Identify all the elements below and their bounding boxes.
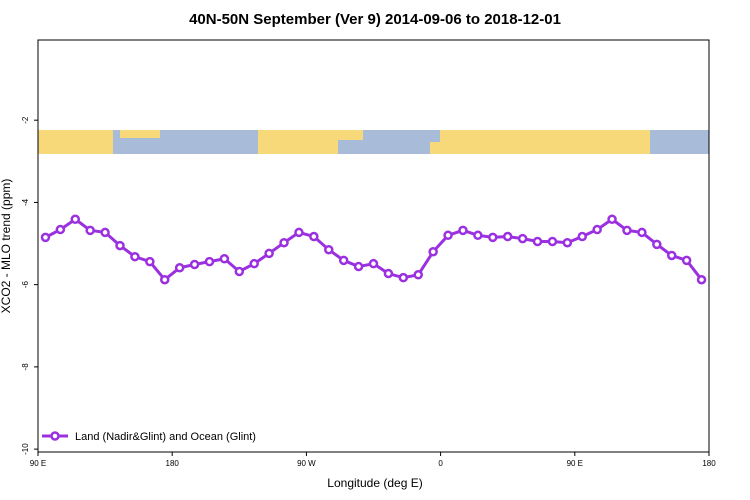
y-tick-label: -10	[21, 443, 30, 455]
map-land	[338, 130, 363, 140]
point	[309, 231, 319, 242]
point	[443, 230, 453, 241]
point	[592, 224, 602, 235]
point	[324, 244, 334, 255]
point	[681, 255, 692, 266]
point	[652, 239, 662, 250]
point	[622, 225, 632, 236]
chart-title: 40N-50N September (Ver 9) 2014-09-06 to …	[189, 11, 561, 28]
map-land	[430, 142, 445, 154]
x-axis-label: Longitude (deg E)	[327, 476, 422, 490]
y-tick-label: -6	[21, 281, 30, 289]
point	[130, 251, 140, 262]
map-land	[38, 130, 113, 154]
point	[502, 231, 513, 242]
point	[70, 214, 81, 225]
point	[666, 250, 677, 261]
x-tick-label: 0	[438, 459, 443, 468]
point	[264, 248, 274, 259]
point	[40, 232, 51, 243]
x-tick-label: 180	[166, 459, 180, 468]
point	[577, 231, 588, 242]
point	[398, 272, 409, 283]
point	[279, 237, 289, 248]
y-axis-label: XCO2 - MLO trend (ppm)	[0, 179, 13, 314]
x-tick-label: 90 W	[297, 459, 316, 468]
series-line	[44, 217, 703, 282]
point	[174, 263, 185, 273]
point	[115, 240, 125, 251]
x-tick-label: 180	[702, 459, 716, 468]
point	[85, 225, 95, 236]
point	[488, 232, 498, 243]
point	[532, 236, 543, 247]
map-land	[258, 130, 338, 154]
point	[696, 274, 707, 285]
point	[159, 274, 170, 285]
point	[607, 214, 617, 225]
plot-frame	[37, 39, 710, 453]
point	[458, 225, 468, 236]
y-tick-label: -8	[21, 363, 30, 371]
point	[55, 224, 66, 235]
point	[338, 255, 349, 266]
point	[294, 227, 304, 238]
y-tick-label: -2	[21, 116, 30, 124]
point	[562, 237, 573, 248]
x-tick-label: 90 E	[567, 459, 583, 468]
legend-marker	[50, 431, 60, 441]
point	[100, 227, 110, 238]
point	[145, 256, 155, 267]
map-land	[440, 130, 650, 154]
point	[249, 258, 259, 269]
x-tick-label: 90 E	[30, 459, 46, 468]
point	[383, 268, 394, 279]
point	[368, 258, 379, 269]
point	[219, 253, 230, 264]
y-tick-label: -4	[21, 198, 30, 206]
point	[517, 233, 528, 244]
point	[353, 261, 364, 272]
point	[413, 270, 423, 280]
point	[234, 266, 245, 277]
point	[473, 230, 483, 241]
map-strip	[38, 130, 709, 154]
map-land	[120, 130, 160, 138]
point	[547, 236, 558, 247]
point	[189, 259, 200, 270]
point	[428, 247, 438, 257]
legend-label: Land (Nadir&Glint) and Ocean (Glint)	[75, 431, 256, 443]
point	[637, 227, 647, 238]
point	[204, 256, 215, 267]
